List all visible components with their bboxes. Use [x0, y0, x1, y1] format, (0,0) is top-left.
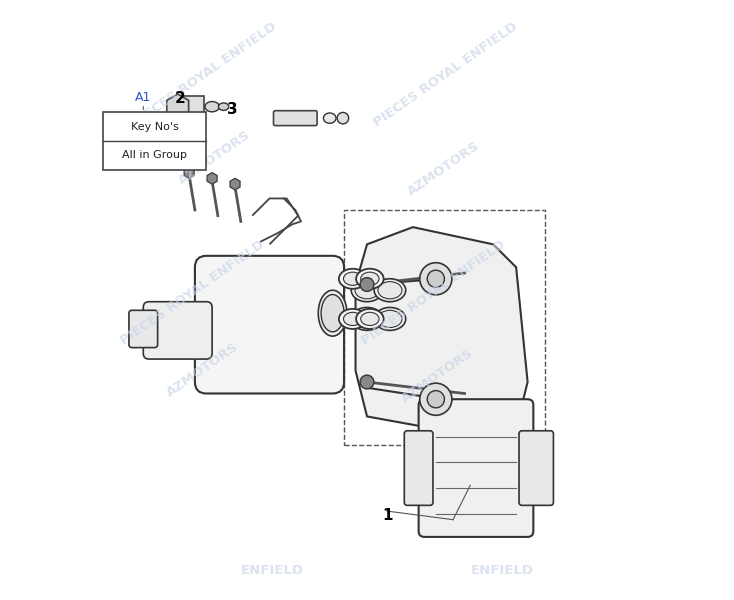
Text: 2: 2 [175, 91, 186, 106]
Ellipse shape [321, 295, 344, 332]
Ellipse shape [324, 113, 336, 124]
Polygon shape [355, 227, 528, 439]
Text: Key No's: Key No's [131, 122, 178, 132]
FancyBboxPatch shape [103, 112, 206, 170]
Text: 1: 1 [382, 508, 393, 523]
Ellipse shape [356, 309, 384, 329]
Text: AZMOTORS: AZMOTORS [164, 340, 241, 399]
Ellipse shape [378, 281, 402, 299]
Text: PIECES ROYAL ENFIELD: PIECES ROYAL ENFIELD [360, 238, 508, 347]
Text: AZMOTORS: AZMOTORS [176, 128, 252, 187]
Ellipse shape [360, 272, 379, 286]
Text: ENFIELD: ENFIELD [470, 564, 534, 577]
Ellipse shape [378, 310, 402, 328]
Ellipse shape [319, 290, 347, 336]
Text: 3: 3 [227, 102, 238, 117]
Ellipse shape [374, 307, 406, 331]
Text: AZMOTORS: AZMOTORS [400, 346, 476, 405]
Text: PIECES ROYAL ENFIELD: PIECES ROYAL ENFIELD [371, 20, 520, 130]
Text: A1: A1 [135, 91, 151, 104]
Circle shape [420, 383, 452, 415]
Ellipse shape [356, 269, 384, 289]
FancyBboxPatch shape [195, 256, 344, 394]
Ellipse shape [355, 281, 379, 299]
Circle shape [360, 375, 374, 389]
Text: ENFIELD: ENFIELD [241, 564, 304, 577]
Ellipse shape [339, 269, 366, 289]
Text: All in Group: All in Group [123, 151, 187, 160]
Ellipse shape [344, 272, 362, 286]
FancyBboxPatch shape [519, 431, 553, 505]
Ellipse shape [355, 310, 379, 328]
Ellipse shape [360, 313, 379, 326]
FancyBboxPatch shape [143, 302, 212, 359]
Ellipse shape [374, 279, 406, 302]
Ellipse shape [352, 279, 382, 302]
Circle shape [427, 391, 445, 408]
Ellipse shape [339, 309, 366, 329]
Ellipse shape [219, 103, 229, 110]
Circle shape [337, 112, 349, 124]
Circle shape [427, 270, 445, 287]
Ellipse shape [205, 101, 219, 112]
FancyBboxPatch shape [175, 97, 203, 117]
FancyBboxPatch shape [129, 310, 158, 347]
Text: AZMOTORS: AZMOTORS [405, 139, 482, 199]
FancyBboxPatch shape [418, 399, 534, 537]
Circle shape [360, 278, 374, 292]
FancyBboxPatch shape [404, 431, 433, 505]
Text: PIECES ROYAL ENFIELD: PIECES ROYAL ENFIELD [130, 20, 279, 130]
Text: PIECES ROYAL ENFIELD: PIECES ROYAL ENFIELD [119, 238, 267, 347]
Circle shape [420, 263, 452, 295]
Ellipse shape [352, 307, 382, 331]
Ellipse shape [344, 313, 362, 326]
FancyBboxPatch shape [274, 110, 317, 125]
